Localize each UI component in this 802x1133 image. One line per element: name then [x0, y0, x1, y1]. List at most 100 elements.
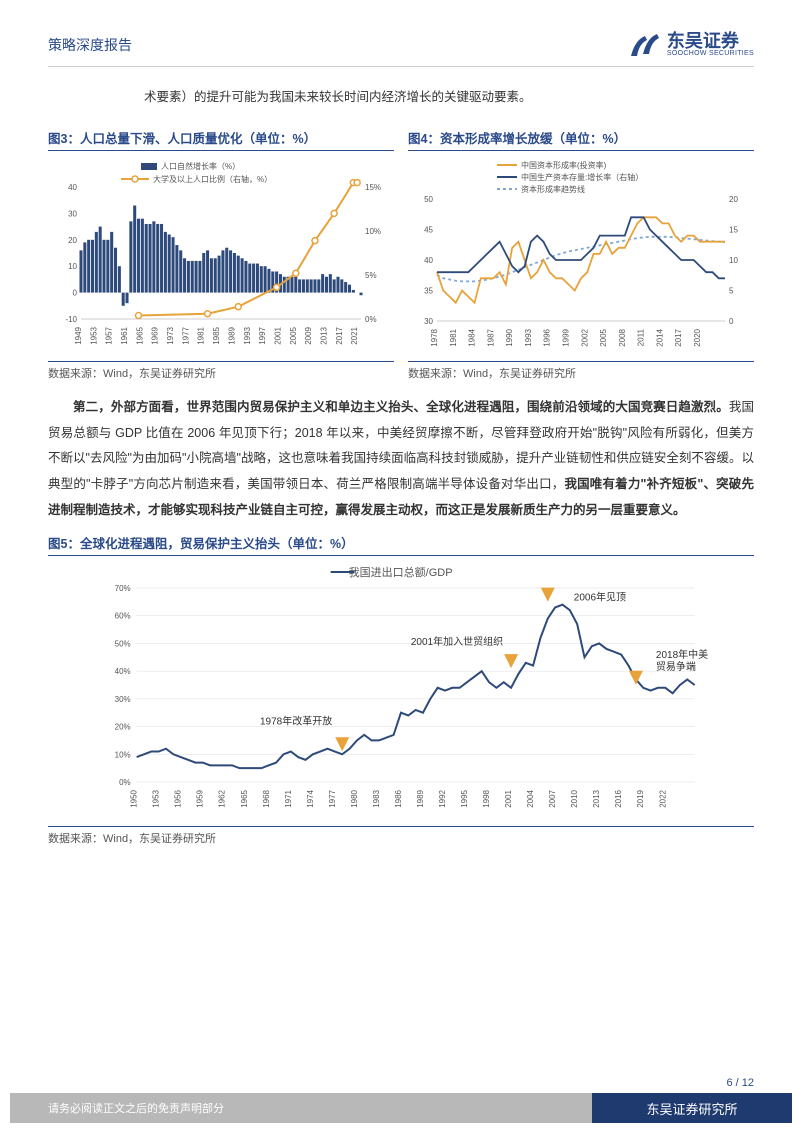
svg-text:30%: 30% [115, 695, 131, 704]
svg-text:10: 10 [68, 262, 77, 271]
svg-text:资本形成率趋势线: 资本形成率趋势线 [521, 184, 585, 194]
chart4-source: 数据来源：Wind，东吴证券研究所 [408, 361, 754, 381]
svg-text:2018年中美: 2018年中美 [656, 648, 708, 661]
svg-text:0%: 0% [119, 778, 131, 787]
chart4-container: 图4：资本形成率增长放缓（单位：%） 303540455005101520197… [408, 128, 754, 381]
svg-text:1978: 1978 [430, 328, 439, 346]
svg-text:贸易争端: 贸易争端 [656, 660, 696, 673]
svg-text:2004: 2004 [526, 790, 535, 808]
svg-text:1989: 1989 [416, 790, 425, 808]
svg-text:10%: 10% [115, 750, 131, 759]
svg-text:0: 0 [729, 317, 734, 326]
chart3-container: 图3：人口总量下滑、人口质量优化（单位：%） -10 0 10 20 30 40 0% 5% 1… [48, 128, 394, 381]
svg-text:20: 20 [68, 236, 77, 245]
svg-text:40: 40 [424, 256, 433, 265]
svg-text:20%: 20% [115, 723, 131, 732]
svg-text:70%: 70% [115, 584, 131, 593]
svg-text:1977: 1977 [328, 790, 337, 808]
logo-text-en: SOOCHOW SECURITIES [667, 50, 754, 58]
svg-text:20: 20 [729, 195, 738, 204]
svg-text:-10: -10 [65, 315, 77, 324]
svg-text:1974: 1974 [306, 790, 315, 808]
svg-text:1996: 1996 [543, 328, 552, 346]
page-header: 策略深度报告 东吴证券 SOOCHOW SECURITIES [48, 30, 754, 67]
footer-disclaimer: 请务必阅读正文之后的免责声明部分 [10, 1093, 592, 1123]
svg-text:1956: 1956 [174, 790, 183, 808]
svg-text:40%: 40% [115, 667, 131, 676]
svg-text:2009: 2009 [304, 326, 313, 344]
svg-text:2013: 2013 [593, 790, 602, 808]
svg-text:35: 35 [424, 287, 433, 296]
svg-text:人口自然增长率（%）: 人口自然增长率（%） [161, 161, 240, 171]
svg-text:0: 0 [73, 289, 78, 298]
svg-text:中国资本形成率(投资率): 中国资本形成率(投资率) [521, 160, 607, 170]
svg-text:40: 40 [68, 183, 77, 192]
svg-text:2008: 2008 [618, 328, 627, 346]
svg-text:1990: 1990 [505, 328, 514, 346]
svg-text:1953: 1953 [89, 326, 98, 344]
svg-text:1978年改革开放: 1978年改革开放 [260, 714, 332, 727]
svg-text:1987: 1987 [486, 328, 495, 346]
svg-text:5: 5 [729, 287, 734, 296]
svg-text:1949: 1949 [74, 326, 83, 344]
svg-text:1959: 1959 [196, 790, 205, 808]
svg-text:2006年见顶: 2006年见顶 [574, 591, 626, 604]
intro-paragraph: 术要素）的提升可能为我国未来较长时间内经济增长的关键驱动要素。 [144, 85, 754, 110]
svg-text:1983: 1983 [372, 790, 381, 808]
svg-text:30: 30 [68, 209, 77, 218]
page-number: 6 / 12 [726, 1077, 754, 1089]
svg-text:0%: 0% [365, 315, 377, 324]
svg-text:1985: 1985 [212, 326, 221, 344]
svg-text:1995: 1995 [460, 790, 469, 808]
svg-text:5%: 5% [365, 271, 377, 280]
chart3-title: 图3：人口总量下滑、人口质量优化（单位：%） [48, 128, 394, 151]
svg-text:1977: 1977 [181, 326, 190, 344]
svg-text:2021: 2021 [350, 326, 359, 344]
svg-text:1971: 1971 [284, 790, 293, 808]
logo-text-cn: 东吴证券 [667, 32, 754, 50]
chart5-source: 数据来源：Wind，东吴证券研究所 [48, 826, 754, 846]
svg-text:2011: 2011 [637, 328, 646, 346]
svg-text:2019: 2019 [637, 790, 646, 808]
svg-text:大学及以上人口比例（右轴，%）: 大学及以上人口比例（右轴，%） [153, 174, 272, 184]
chart5-title: 图5：全球化进程遇阻，贸易保护主义抬头（单位：%） [48, 533, 754, 556]
svg-text:2016: 2016 [615, 790, 624, 808]
svg-text:2020: 2020 [693, 328, 702, 346]
svg-text:1980: 1980 [350, 790, 359, 808]
page-footer: 6 / 12 请务必阅读正文之后的免责声明部分 东吴证券研究所 [0, 1093, 802, 1133]
svg-text:中国生产资本存量:增长率（右轴）: 中国生产资本存量:增长率（右轴） [521, 172, 643, 182]
svg-text:2014: 2014 [655, 328, 664, 346]
footer-org: 东吴证券研究所 [592, 1093, 792, 1123]
svg-text:1969: 1969 [151, 326, 160, 344]
company-logo: 东吴证券 SOOCHOW SECURITIES [627, 30, 754, 60]
svg-text:2022: 2022 [659, 790, 668, 808]
svg-text:我国进出口总额/GDP: 我国进出口总额/GDP [349, 565, 453, 579]
svg-text:1986: 1986 [394, 790, 403, 808]
svg-text:1992: 1992 [438, 790, 447, 808]
svg-text:50%: 50% [115, 640, 131, 649]
para2-lead: 第二，外部方面看，世界范围内贸易保护主义和单边主义抬头、全球化进程遇阻，围绕前沿… [73, 400, 729, 414]
chart3-plot: -100102030400%5%10%15%194919531957196119… [48, 157, 394, 357]
svg-text:1950: 1950 [130, 790, 139, 808]
svg-text:2017: 2017 [674, 328, 683, 346]
chart4-title: 图4：资本形成率增长放缓（单位：%） [408, 128, 754, 151]
svg-text:1984: 1984 [468, 328, 477, 346]
report-category: 策略深度报告 [48, 35, 132, 55]
svg-text:1957: 1957 [105, 326, 114, 344]
svg-text:15%: 15% [365, 183, 381, 192]
svg-text:1953: 1953 [152, 790, 161, 808]
svg-text:1999: 1999 [561, 328, 570, 346]
svg-text:1961: 1961 [120, 326, 129, 344]
svg-text:1968: 1968 [262, 790, 271, 808]
svg-text:15: 15 [729, 226, 738, 235]
svg-text:1973: 1973 [166, 326, 175, 344]
svg-text:2005: 2005 [289, 326, 298, 344]
chart5-plot: 0% 10% 20% 30% 40% 50% 60% 70% 1950 1953 1956 1959 1… [90, 562, 711, 822]
svg-text:2002: 2002 [580, 328, 589, 346]
paragraph-2: 第二，外部方面看，世界范围内贸易保护主义和单边主义抬头、全球化进程遇阻，围绕前沿… [48, 395, 754, 523]
svg-text:50: 50 [424, 195, 433, 204]
logo-mark-icon [627, 30, 661, 60]
svg-text:1965: 1965 [135, 326, 144, 344]
svg-text:60%: 60% [115, 612, 131, 621]
svg-text:1962: 1962 [218, 790, 227, 808]
